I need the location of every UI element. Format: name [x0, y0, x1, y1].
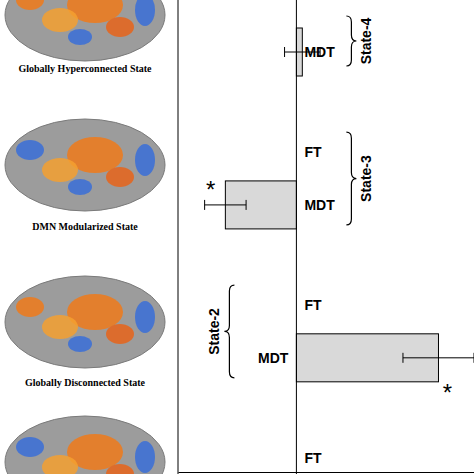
error-line: [205, 204, 246, 205]
brain: [5, 0, 165, 61]
image-label: Globally Hyperconnected State: [18, 63, 152, 74]
brain-surface: [5, 0, 165, 61]
error-cap: [284, 47, 285, 57]
brain-blob: [106, 17, 134, 37]
brain-blob: [68, 179, 92, 195]
brain-blob: [135, 301, 155, 333]
frame-left: [178, 0, 179, 474]
brain: [5, 276, 165, 368]
brain-blob: [16, 297, 44, 317]
category-label: MDT: [258, 350, 289, 366]
brain-blob: [106, 324, 134, 344]
brain: [5, 119, 165, 211]
error-bar: [403, 353, 474, 363]
image-label: DMN Modularized State: [32, 221, 138, 232]
brain-images: [5, 0, 165, 474]
group-brace: [346, 16, 356, 66]
brain-surface: [5, 416, 165, 474]
brain-blob: [135, 0, 155, 26]
error-cap: [402, 353, 403, 363]
brain-blob: [42, 158, 78, 182]
category-label: FT: [304, 450, 322, 466]
x-axis-line: [179, 472, 474, 473]
figure: Globally Hyperconnected State DMN Modular…: [0, 0, 474, 474]
category-label: FT: [304, 144, 322, 160]
brain: [5, 416, 165, 474]
error-cap: [246, 200, 247, 210]
x-axis: [179, 472, 474, 473]
brain-blob: [16, 437, 44, 457]
image-label: Globally Disconnected State: [25, 377, 146, 388]
brain-blob: [135, 144, 155, 176]
brain-blob: [16, 140, 44, 160]
group-label: State-4: [358, 17, 374, 64]
brain-blob: [42, 455, 78, 474]
category-label: MDT: [304, 44, 335, 60]
brain-surface: [5, 276, 165, 368]
brain-blob: [42, 8, 78, 32]
brain-blob: [42, 315, 78, 339]
group-label: State-3: [358, 155, 374, 202]
group-brace: [346, 132, 356, 225]
brain-blob: [68, 29, 92, 45]
annotation: *: [206, 176, 215, 203]
plot-area: [205, 28, 474, 382]
zero-line: [296, 0, 297, 474]
brain-blob: [106, 167, 134, 187]
category-label: MDT: [304, 197, 335, 213]
brain-surface: [5, 119, 165, 211]
annotation: *: [443, 379, 452, 406]
brain-blob: [68, 336, 92, 352]
brain-blob: [135, 441, 155, 473]
category-label: FT: [304, 297, 322, 313]
brain-blob: [16, 0, 44, 10]
error-line: [403, 357, 474, 358]
brain-blob: [106, 464, 134, 474]
group-label: State-2: [206, 308, 222, 355]
group-brace: [224, 285, 234, 378]
